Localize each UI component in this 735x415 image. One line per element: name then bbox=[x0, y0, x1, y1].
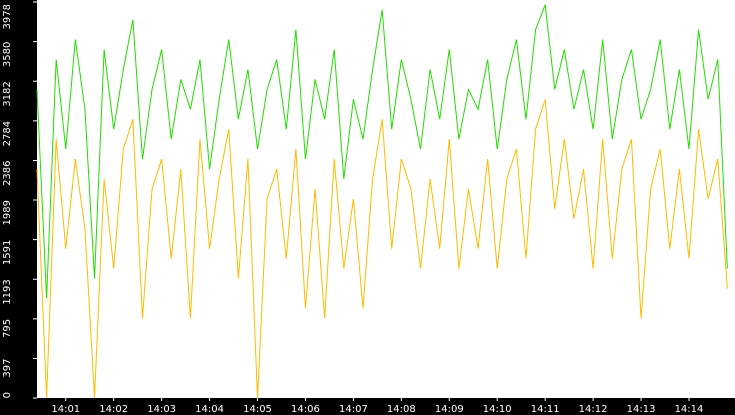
y-tick-label: 3580 bbox=[2, 42, 13, 67]
data-line bbox=[36, 4, 728, 299]
y-tick-label: 0 bbox=[2, 392, 13, 398]
x-tick-label: 14:07 bbox=[339, 404, 368, 415]
x-tick-label: 14:10 bbox=[483, 404, 512, 415]
x-tick-label: 14:14 bbox=[675, 404, 704, 415]
x-tick-label: 14:05 bbox=[243, 404, 272, 415]
y-tick-label: 795 bbox=[2, 319, 13, 338]
y-tick-label: 2784 bbox=[2, 121, 13, 146]
x-tick-label: 14:08 bbox=[387, 404, 416, 415]
x-tick-label: 14:12 bbox=[579, 404, 608, 415]
y-tick-label: 397 bbox=[2, 358, 13, 377]
x-tick-label: 14:01 bbox=[51, 404, 80, 415]
x-tick-label: 14:02 bbox=[99, 404, 128, 415]
data-line bbox=[36, 99, 728, 399]
y-tick-label: 3978 bbox=[2, 4, 13, 29]
x-tick-label: 14:09 bbox=[435, 404, 464, 415]
x-tick-label: 14:11 bbox=[531, 404, 560, 415]
y-tick-label: 2386 bbox=[2, 160, 13, 185]
x-tick-label: 14:06 bbox=[291, 404, 320, 415]
x-tick-label: 14:04 bbox=[195, 404, 224, 415]
x-tick-label: 14:13 bbox=[627, 404, 656, 415]
y-tick-label: 1193 bbox=[2, 279, 13, 304]
x-tick-label: 14:03 bbox=[147, 404, 176, 415]
y-tick-label: 3182 bbox=[2, 81, 13, 106]
y-tick-label: 1591 bbox=[2, 240, 13, 265]
y-tick-label: 1989 bbox=[2, 200, 13, 225]
